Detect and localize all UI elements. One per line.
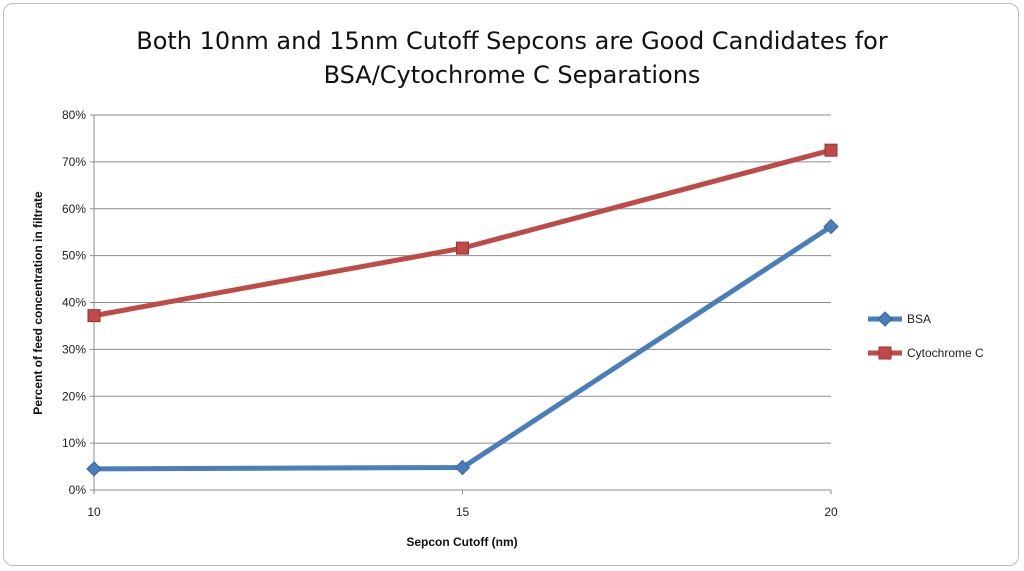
data-point-0-0 — [86, 461, 102, 477]
y-tick-labels: 0% 10% 20% 30% 40% 50% 60% 70% 80% — [62, 108, 86, 497]
legend-marker — [878, 346, 892, 360]
y-tick-label: 20% — [62, 389, 86, 403]
legend-label: BSA — [907, 312, 931, 326]
x-tick-labels: 10 15 20 — [87, 505, 838, 519]
y-axis-label: Percent of feed concentration in filtrat… — [31, 191, 45, 415]
x-tick-label: 20 — [824, 505, 838, 519]
y-tick-label: 40% — [62, 296, 86, 310]
legend-marker — [877, 311, 893, 327]
y-tick-label: 80% — [62, 108, 86, 122]
chart-title-line-2: BSA/Cytochrome C Separations — [324, 61, 701, 89]
line-chart: Both 10nm and 15nm Cutoff Sepcons are Go… — [31, 27, 984, 549]
chart-title: Both 10nm and 15nm Cutoff Sepcons are Go… — [136, 27, 888, 89]
chart-title-line-1: Both 10nm and 15nm Cutoff Sepcons are Go… — [136, 27, 888, 55]
y-tick-label: 70% — [62, 155, 86, 169]
chart-frame: Both 10nm and 15nm Cutoff Sepcons are Go… — [3, 3, 1019, 566]
legend: BSA Cytochrome C — [868, 311, 984, 360]
y-tick-label: 60% — [62, 202, 86, 216]
series — [86, 143, 839, 477]
legend-label: Cytochrome C — [907, 346, 984, 360]
data-point-1-1 — [456, 241, 469, 255]
x-axis-label: Sepcon Cutoff (nm) — [406, 535, 517, 549]
data-point-0-2 — [823, 218, 839, 235]
x-tick-label: 10 — [87, 505, 101, 519]
y-tick-label: 10% — [62, 436, 86, 450]
y-tick-label: 50% — [62, 249, 86, 263]
data-point-0-1 — [454, 459, 471, 476]
y-tick-label: 30% — [62, 342, 86, 356]
data-point-1-2 — [824, 143, 838, 157]
series-line-1 — [93, 147, 832, 319]
axes — [90, 114, 832, 494]
data-point-1-0 — [87, 309, 101, 323]
x-tick-label: 15 — [456, 505, 470, 519]
gridlines — [94, 114, 831, 444]
series-line-0 — [93, 224, 833, 472]
y-tick-label: 0% — [69, 483, 87, 497]
